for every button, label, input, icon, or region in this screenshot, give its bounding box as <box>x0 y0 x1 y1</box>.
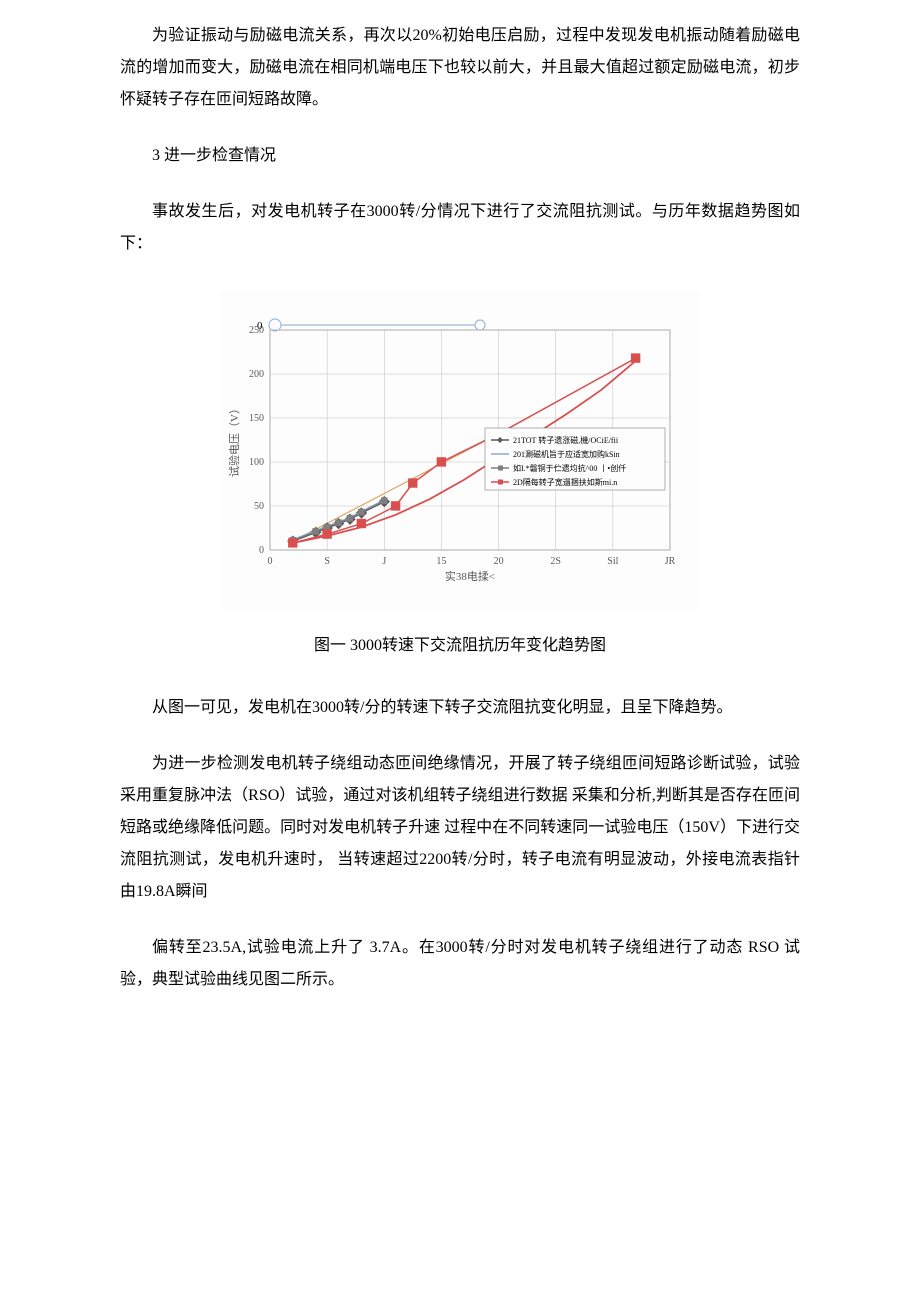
impedance-chart: 00501001502002500SJ15202SSilJR试验电压（V）实38… <box>220 290 700 610</box>
svg-text:250: 250 <box>249 325 264 336</box>
svg-text:试验电压（V）: 试验电压（V） <box>227 403 241 477</box>
paragraph-2: 事故发生后，对发电机转子在3000转/分情况下进行了交流阻抗测试。与历年数据趋势… <box>120 196 800 260</box>
svg-text:Sil: Sil <box>607 556 618 567</box>
svg-text:如I.*磐铜于伫遗均抗^00 丨•创仟: 如I.*磐铜于伫遗均抗^00 丨•创仟 <box>513 463 626 473</box>
paragraph-3: 从图一可见，发电机在3000转/分的转速下转子交流阻抗变化明显，且呈下降趋势。 <box>120 692 800 724</box>
svg-text:0: 0 <box>259 545 264 556</box>
section-heading-3: 3 进一步检查情况 <box>120 140 800 172</box>
chart-svg: 00501001502002500SJ15202SSilJR试验电压（V）实38… <box>220 290 700 610</box>
figure-1-caption: 图一 3000转速下交流阻抗历年变化趋势图 <box>120 630 800 662</box>
svg-text:2S: 2S <box>550 556 561 567</box>
svg-text:15: 15 <box>436 556 446 567</box>
svg-text:21TOT 转子遗涨磁,機/OCiE/fii: 21TOT 转子遗涨磁,機/OCiE/fii <box>513 435 619 445</box>
svg-text:200: 200 <box>249 369 264 380</box>
svg-text:100: 100 <box>249 457 264 468</box>
svg-text:J: J <box>382 556 386 567</box>
svg-text:201涮磁机旨于应适宽加购kSin: 201涮磁机旨于应适宽加购kSin <box>513 449 620 459</box>
svg-text:50: 50 <box>254 501 264 512</box>
svg-text:JR: JR <box>665 556 676 567</box>
paragraph-5: 偏转至23.5A,试验电流上升了 3.7A。在3000转/分时对发电机转子绕组进… <box>120 932 800 996</box>
paragraph-4: 为进一步检测发电机转子绕组动态匝间绝缘情况，开展了转子绕组匝间短路诊断试验，试验… <box>120 748 800 908</box>
svg-text:150: 150 <box>249 413 264 424</box>
svg-text:S: S <box>324 556 330 567</box>
svg-text:2D隔每转子宽遢捆扶如斯mi.n: 2D隔每转子宽遢捆扶如斯mi.n <box>513 477 617 487</box>
svg-text:实38电揉<: 实38电揉< <box>445 569 495 583</box>
paragraph-1: 为验证振动与励磁电流关系，再次以20%初始电压启励，过程中发现发电机振动随着励磁… <box>120 20 800 116</box>
svg-text:20: 20 <box>494 556 504 567</box>
svg-text:0: 0 <box>268 556 273 567</box>
